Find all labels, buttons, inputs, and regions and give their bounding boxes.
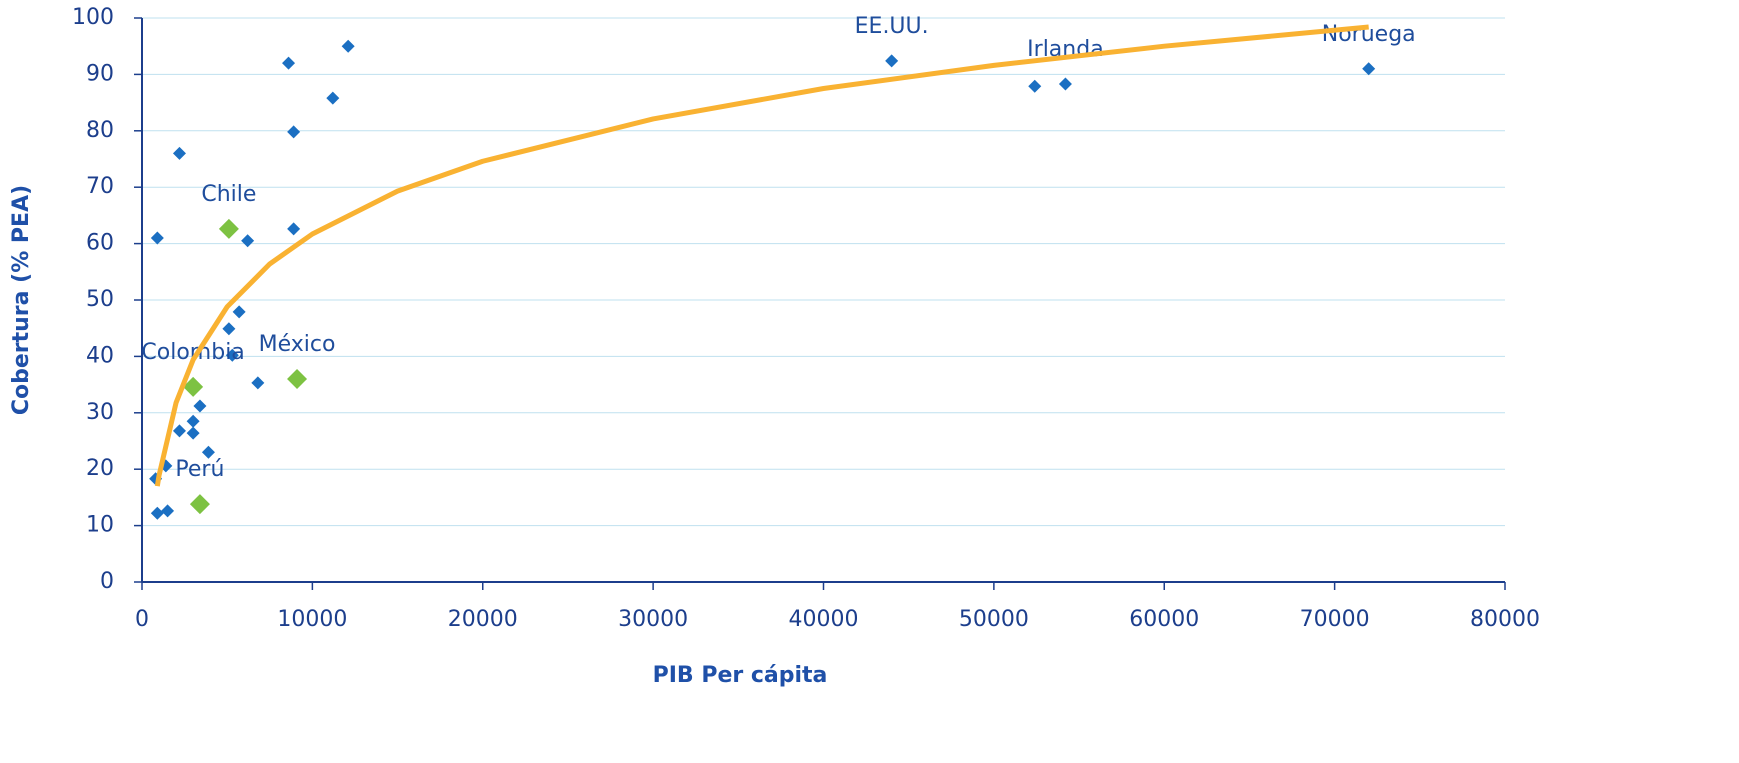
point bbox=[150, 231, 164, 245]
x-tick-label: 0 bbox=[135, 607, 149, 632]
x-tick-label: 70000 bbox=[1300, 607, 1370, 632]
point bbox=[189, 494, 210, 515]
y-tick-label: 70 bbox=[86, 174, 114, 199]
x-tick-label: 20000 bbox=[448, 607, 518, 632]
x-tick-label: 50000 bbox=[959, 607, 1029, 632]
x-tick-label: 30000 bbox=[618, 607, 688, 632]
point bbox=[232, 305, 246, 319]
point bbox=[201, 445, 215, 459]
x-tick-label: 60000 bbox=[1129, 607, 1199, 632]
point bbox=[287, 222, 301, 236]
point bbox=[287, 368, 308, 389]
point bbox=[241, 234, 255, 248]
point-label: Chile bbox=[201, 182, 256, 207]
point bbox=[150, 506, 164, 520]
x-axis-title: PIB Per cápita bbox=[653, 663, 828, 688]
y-tick-label: 0 bbox=[100, 569, 114, 594]
point bbox=[341, 39, 355, 53]
y-tick-label: 60 bbox=[86, 231, 114, 256]
point-label: EE.UU. bbox=[855, 14, 929, 39]
y-tick-label: 80 bbox=[86, 118, 114, 143]
point bbox=[1028, 79, 1042, 93]
y-tick-label: 90 bbox=[86, 61, 114, 86]
point bbox=[251, 376, 265, 390]
point bbox=[186, 414, 200, 428]
point bbox=[225, 348, 239, 362]
x-tick-label: 80000 bbox=[1470, 607, 1540, 632]
point-label: México bbox=[259, 332, 336, 357]
point bbox=[222, 322, 236, 336]
y-tick-label: 40 bbox=[86, 343, 114, 368]
y-tick-label: 10 bbox=[86, 513, 114, 538]
point bbox=[1362, 62, 1376, 76]
point bbox=[885, 54, 899, 68]
trend-line bbox=[154, 24, 1369, 487]
point bbox=[287, 125, 301, 139]
y-axis-title: Cobertura (% PEA) bbox=[9, 185, 34, 415]
y-tick-label: 30 bbox=[86, 400, 114, 425]
point bbox=[193, 399, 207, 413]
point-label: Perú bbox=[175, 457, 224, 482]
y-tick-label: 50 bbox=[86, 287, 114, 312]
point bbox=[218, 218, 239, 239]
point bbox=[326, 91, 340, 105]
point bbox=[172, 424, 186, 438]
y-tick-label: 100 bbox=[72, 5, 114, 30]
x-tick-label: 40000 bbox=[789, 607, 859, 632]
point bbox=[161, 504, 175, 518]
point bbox=[172, 146, 186, 160]
point bbox=[183, 376, 204, 397]
point bbox=[1058, 77, 1072, 91]
point bbox=[186, 426, 200, 440]
x-tick-label: 10000 bbox=[277, 607, 347, 632]
y-tick-label: 20 bbox=[86, 456, 114, 481]
point bbox=[282, 56, 296, 70]
point-label: Noruega bbox=[1322, 22, 1416, 47]
